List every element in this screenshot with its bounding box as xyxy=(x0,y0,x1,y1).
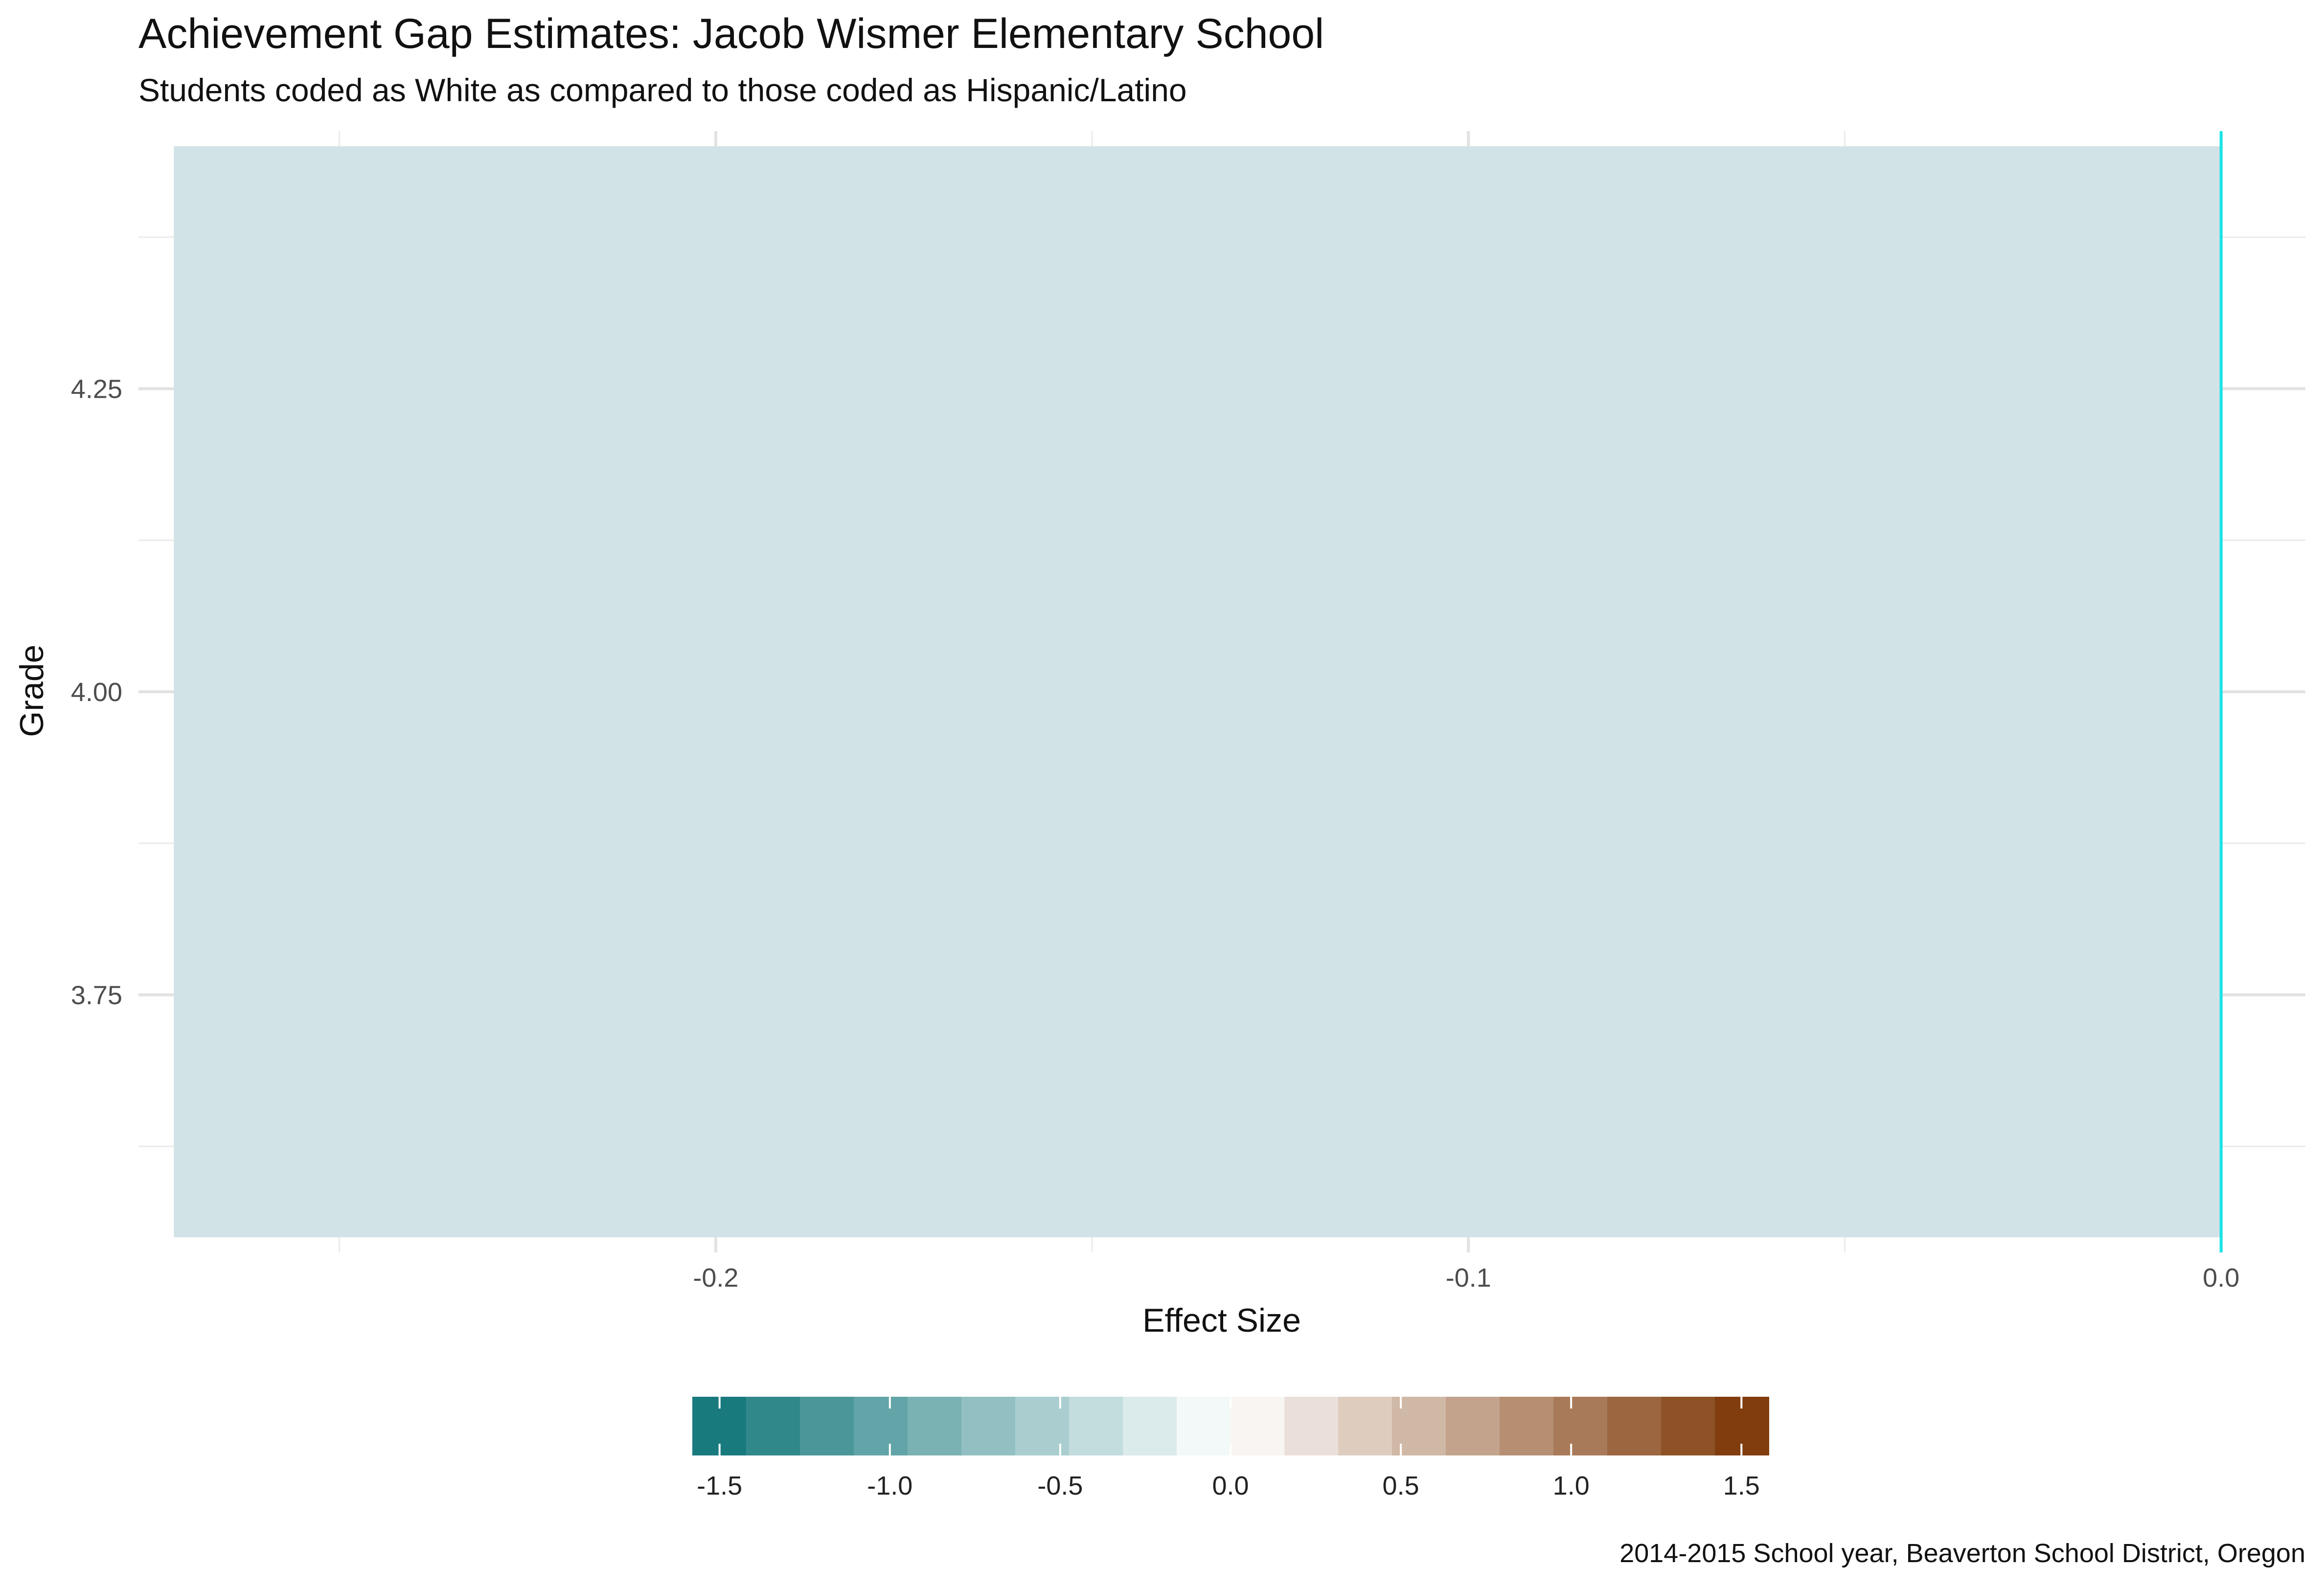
legend-tick-label: 0.5 xyxy=(1383,1471,1419,1500)
legend-color-step xyxy=(908,1397,962,1455)
legend-color-step xyxy=(1177,1397,1231,1455)
legend-color-step xyxy=(1284,1397,1339,1455)
legend-tick-label: 0.0 xyxy=(1212,1471,1249,1500)
legend-color-step xyxy=(854,1397,908,1455)
legend-color-step xyxy=(800,1397,854,1455)
x-tick-label: -0.1 xyxy=(1446,1263,1491,1293)
legend-color-step xyxy=(1015,1397,1070,1455)
legend-tick-label: 1.0 xyxy=(1553,1471,1590,1500)
bar xyxy=(174,146,2221,1238)
legend-color-step xyxy=(1553,1397,1608,1455)
legend-tick-label: -1.0 xyxy=(867,1471,912,1500)
x-tick-label: -0.2 xyxy=(693,1263,738,1293)
plot-area: -0.2 -0.1 0.0 3.75 4.00 4.25 xyxy=(71,131,2305,1293)
legend-tick-label: 1.5 xyxy=(1723,1471,1760,1500)
legend-color-step xyxy=(1123,1397,1177,1455)
legend-color-step xyxy=(746,1397,800,1455)
legend-color-step xyxy=(1607,1397,1662,1455)
x-axis-title: Effect Size xyxy=(1142,1302,1301,1339)
chart-caption: 2014-2015 School year, Beaverton School … xyxy=(1619,1539,2305,1568)
color-legend: -1.5 -1.0 -0.5 0.0 0.5 1.0 1.5 xyxy=(692,1397,1769,1500)
y-tick-label: 4.25 xyxy=(71,375,122,404)
legend-color-step xyxy=(961,1397,1016,1455)
chart-text: Achievement Gap Estimates: Jacob Wismer … xyxy=(13,10,2305,1568)
y-axis-title: Grade xyxy=(13,645,50,737)
x-tick-label: 0.0 xyxy=(2203,1263,2239,1293)
chart-subtitle: Students coded as White as compared to t… xyxy=(138,72,1187,108)
legend-tick-label: -1.5 xyxy=(697,1471,742,1500)
legend-color-step xyxy=(1069,1397,1123,1455)
legend-color-step xyxy=(1661,1397,1715,1455)
legend-color-step xyxy=(1230,1397,1285,1455)
legend-color-step xyxy=(1500,1397,1554,1455)
y-tick-label: 3.75 xyxy=(71,980,122,1010)
chart-title: Achievement Gap Estimates: Jacob Wismer … xyxy=(138,10,1324,57)
legend-color-step xyxy=(1338,1397,1392,1455)
legend-color-step xyxy=(1446,1397,1500,1455)
legend-tick-label: -0.5 xyxy=(1037,1471,1083,1500)
y-tick-label: 4.00 xyxy=(71,678,122,707)
